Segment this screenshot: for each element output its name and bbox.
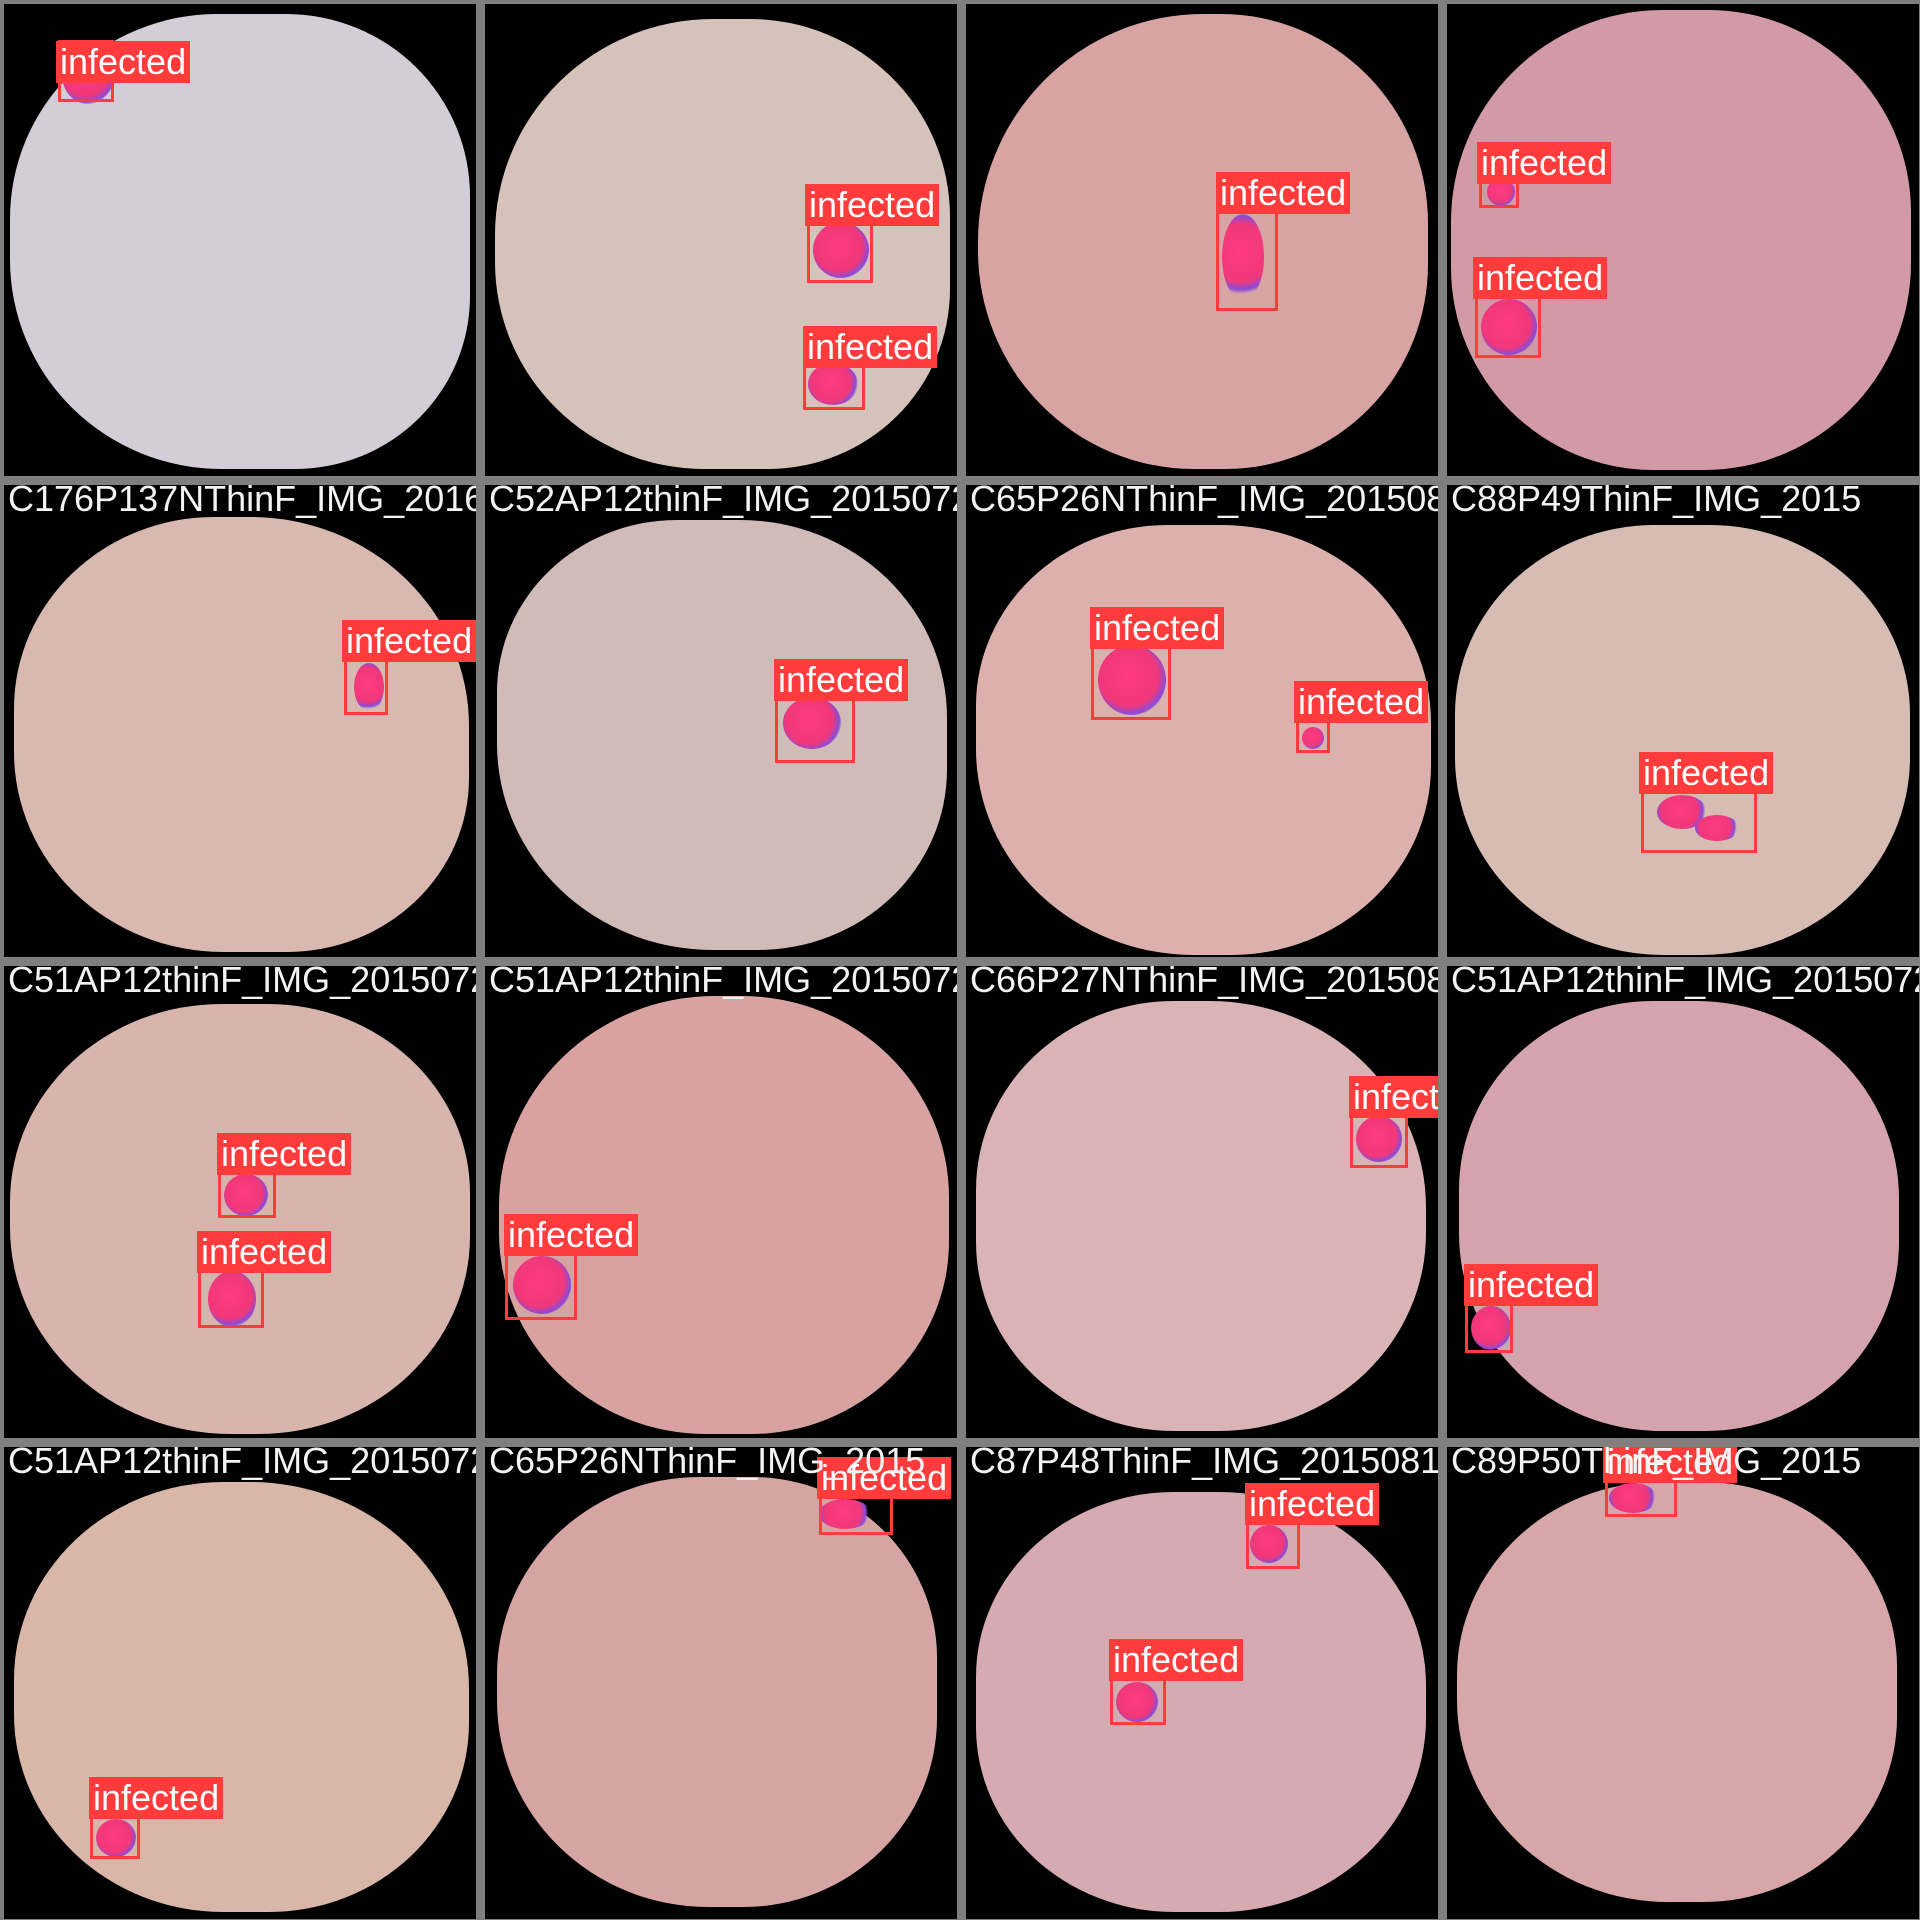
image-tile: infected C51AP12thinF_IMG_20150725 xyxy=(4,1447,476,1919)
image-tile: infected C51AP12thinF_IMG_2015072 xyxy=(1447,966,1919,1438)
detection-box xyxy=(505,1250,577,1320)
detection-label: infected xyxy=(1464,1264,1598,1306)
detection-label: infected xyxy=(217,1133,351,1175)
detection-label: infected xyxy=(1216,172,1350,214)
filename-label: C51AP12thinF_IMG_20150725 xyxy=(8,966,476,1000)
filename-label: C51AP12thinF_IMG_2015072 xyxy=(1451,966,1919,1000)
image-tile: infected C88P49ThinF_IMG_2015 xyxy=(1447,485,1919,957)
image-tile: infected infected xyxy=(485,4,957,476)
image-tile: infected infected C65P26NThinF_IMG_20150… xyxy=(966,485,1438,957)
detection-box xyxy=(90,1815,140,1859)
detection-label: infected xyxy=(1477,142,1611,184)
image-tile: infected infected C87P48ThinF_IMG_201508… xyxy=(966,1447,1438,1919)
detection-label: infected xyxy=(805,184,939,226)
detection-box xyxy=(1475,294,1541,358)
image-tile: infected C176P137NThinF_IMG_2016 xyxy=(4,485,476,957)
image-tile: infected infected C51AP12thinF_IMG_20150… xyxy=(4,966,476,1438)
image-tile: infected C51AP12thinF_IMG_2015072 xyxy=(485,966,957,1438)
detection-box xyxy=(218,1168,276,1218)
image-tile: infected C65P26NThinF_IMG_2015 xyxy=(485,1447,957,1919)
filename-label: C51AP12thinF_IMG_2015072 xyxy=(489,966,957,1000)
detection-label: infected xyxy=(803,326,937,368)
filename-label: C65P26NThinF_IMG_2015081 xyxy=(970,485,1438,519)
detection-box xyxy=(1246,1519,1300,1569)
detection-label: infected xyxy=(197,1231,331,1273)
detection-box xyxy=(803,362,865,410)
detection-box xyxy=(1605,1477,1677,1517)
image-tile: infected C89P50ThinF_IMG_2015 xyxy=(1447,1447,1919,1919)
detection-box xyxy=(807,219,873,283)
filename-label: C89P50ThinF_IMG_2015 xyxy=(1451,1447,1861,1481)
detection-label: infected xyxy=(1294,681,1428,723)
image-tile: infected C52AP12thinF_IMG_20150725 xyxy=(485,485,957,957)
detection-label: infected xyxy=(1090,607,1224,649)
detection-label: infected xyxy=(1473,257,1607,299)
detection-label: infected xyxy=(89,1777,223,1819)
detection-box xyxy=(775,691,855,763)
detection-box xyxy=(1110,1677,1166,1725)
filename-label: C52AP12thinF_IMG_20150725 xyxy=(489,485,957,519)
detection-label: infected xyxy=(1245,1483,1379,1525)
detection-label: infected xyxy=(56,41,190,83)
detection-label: infected xyxy=(1639,752,1773,794)
detection-box xyxy=(198,1266,264,1328)
filename-label: C66P27NThinF_IMG_2015081 xyxy=(970,966,1438,1000)
detection-box xyxy=(1465,1301,1513,1353)
image-tile: infected C66P27NThinF_IMG_2015081 xyxy=(966,966,1438,1438)
filename-label: C88P49ThinF_IMG_2015 xyxy=(1451,485,1861,519)
image-tile: infected infected xyxy=(1447,4,1919,476)
detection-box xyxy=(1350,1112,1408,1168)
detection-label: infected xyxy=(1349,1076,1438,1118)
detection-box xyxy=(1091,640,1171,720)
filename-label: C65P26NThinF_IMG_2015 xyxy=(489,1447,925,1481)
filename-label: C176P137NThinF_IMG_2016 xyxy=(8,485,476,519)
detection-label: infected xyxy=(342,620,476,662)
detection-box xyxy=(344,655,388,715)
image-tile: infected xyxy=(966,4,1438,476)
filename-label: C51AP12thinF_IMG_20150725 xyxy=(8,1447,476,1481)
filename-label: C87P48ThinF_IMG_2015081 xyxy=(970,1447,1438,1481)
detection-box xyxy=(819,1493,893,1535)
detection-box xyxy=(1641,785,1757,853)
detection-label: infected xyxy=(504,1214,638,1256)
image-tile: infected xyxy=(4,4,476,476)
detection-label: infected xyxy=(1109,1639,1243,1681)
detection-label: infected xyxy=(774,659,908,701)
detection-box xyxy=(1296,719,1330,753)
detection-box xyxy=(1216,207,1278,311)
